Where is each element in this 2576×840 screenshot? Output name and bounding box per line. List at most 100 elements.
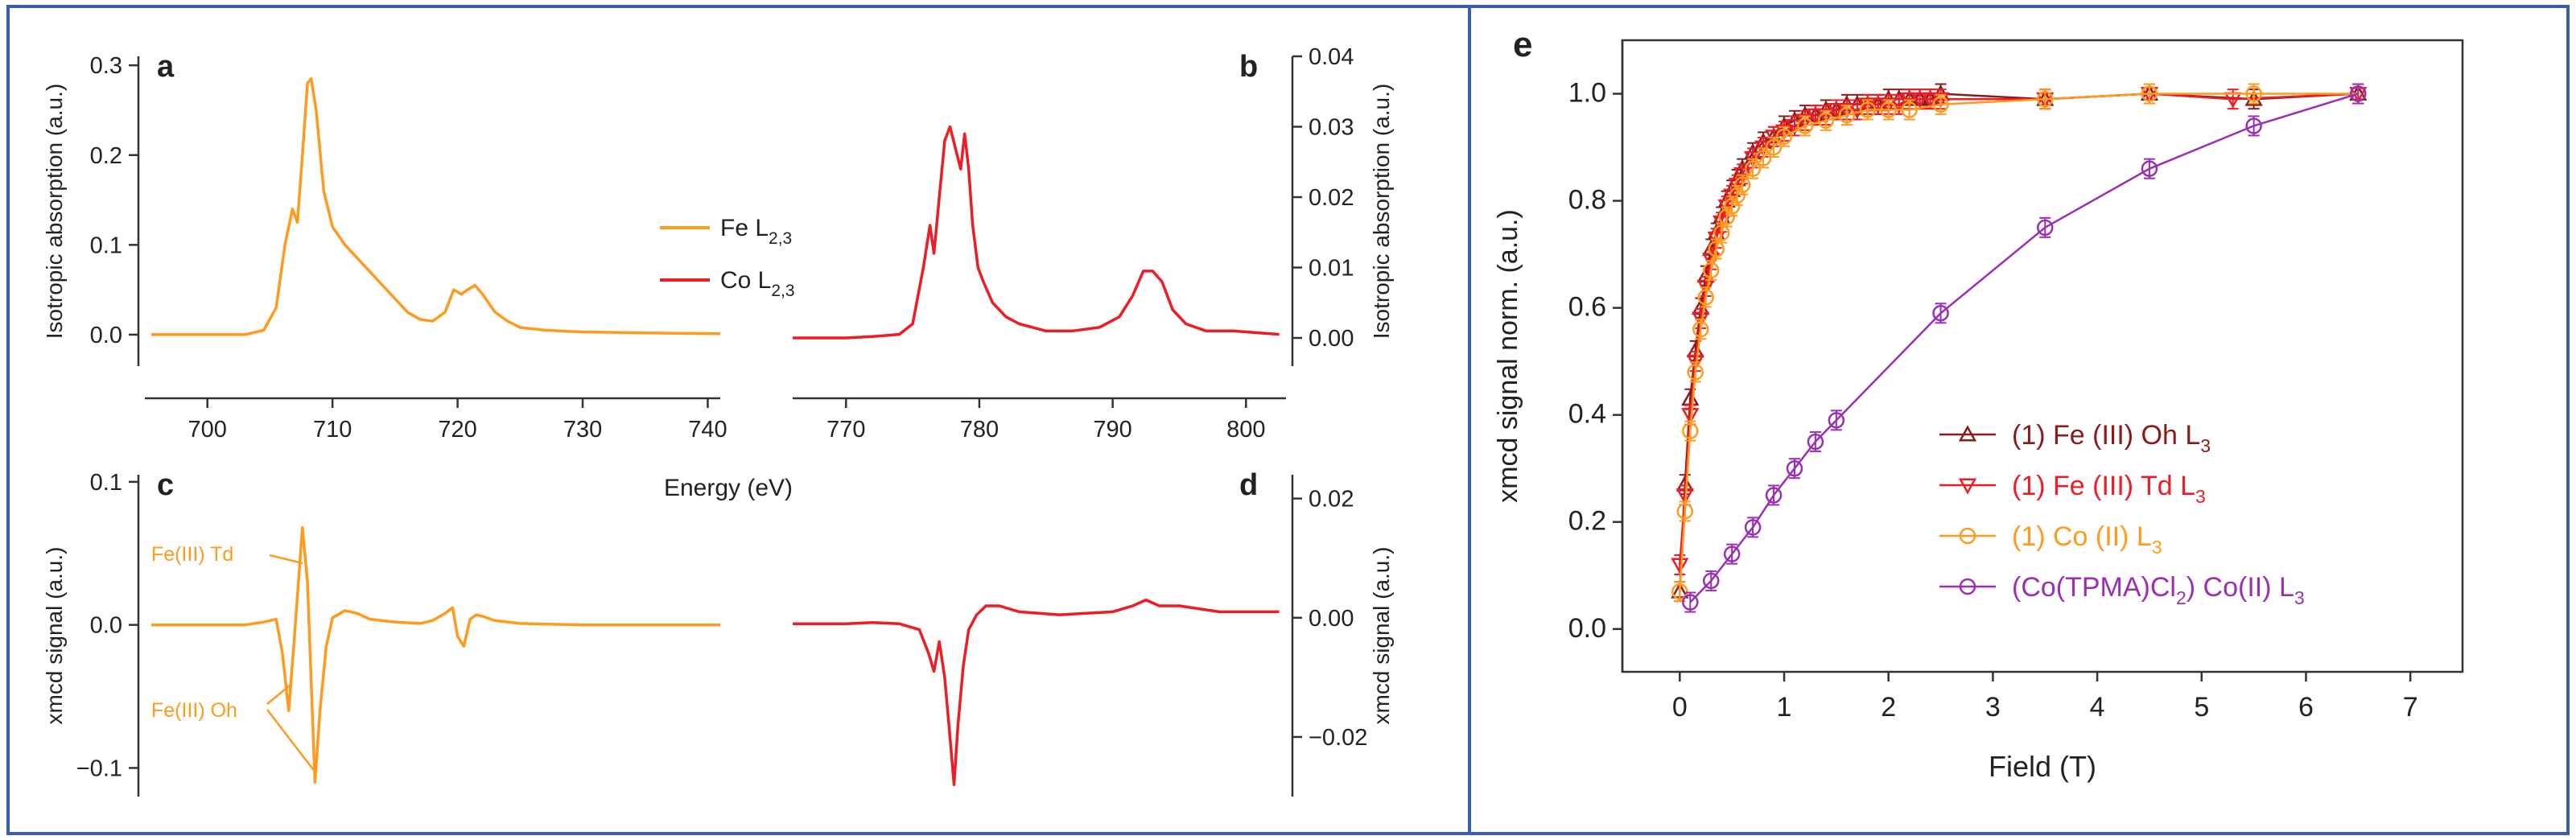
x-tick-label-e-3: 3 — [1985, 692, 2001, 723]
annotations-c: Fe(III) Td Fe(III) Oh — [151, 543, 316, 773]
annotation-fe-oh-pointer-2 — [266, 709, 316, 773]
y-tick-label-e-1: 0.2 — [1568, 506, 1606, 537]
panel-a: a 0.0 0.1 0.2 0.3 Isotropic absorption (a.u.)… — [42, 50, 727, 443]
data-point-2-20 — [1859, 101, 1877, 118]
x-tick-label-b-0: 770 — [826, 417, 865, 443]
legend-e-text-1: (1) Fe (III) Td L3 — [2012, 471, 2206, 507]
legend-e-main: ) Co(II) L — [2187, 572, 2294, 603]
plot-box-e — [1621, 39, 2464, 673]
data-point-2-7 — [1708, 241, 1725, 257]
y-tick-label-c-2: 0.1 — [90, 470, 122, 496]
y-tick-label-d-1: 0.00 — [1309, 606, 1354, 632]
legend-e-marker-0 — [1958, 425, 1977, 442]
data-point-1-2 — [1681, 408, 1700, 425]
y-tick-label-b-4: 0.04 — [1309, 44, 1354, 70]
data-point-2-14 — [1754, 150, 1772, 167]
series-line-a-0 — [150, 77, 721, 336]
legend-e-main: (1) Co (II) L — [2012, 521, 2152, 552]
x-tick-label-e-6: 6 — [2298, 692, 2314, 723]
data-point-1-1 — [1675, 488, 1694, 505]
x-tick-label-b-2: 790 — [1093, 417, 1131, 443]
legend-e-pre: (Co(TPMA)Cl — [2012, 572, 2176, 603]
panel-label-b: b — [1239, 50, 1258, 84]
y-tick-label-b-1: 0.01 — [1309, 256, 1354, 282]
legend-e-marker-1 — [1958, 478, 1977, 495]
y-tick-label-a-0: 0.0 — [90, 323, 122, 348]
legend-co-text: Co L2,3 — [720, 267, 795, 300]
y-tick-label-b-2: 0.02 — [1309, 185, 1354, 211]
legend-e: (1) Fe (III) Oh L3(1) Fe (III) Td L3(1) … — [1939, 420, 2305, 608]
data-point-1-16 — [1774, 124, 1794, 141]
data-point-3-6 — [1807, 433, 1824, 451]
data-point-2-17 — [1796, 117, 1814, 134]
data-point-2-4 — [1692, 320, 1709, 338]
energy-axis-label: Energy (eV) — [664, 475, 793, 501]
data-point-2-22 — [1901, 101, 1918, 118]
data-point-3-9 — [2036, 219, 2054, 237]
y-tick-label-b-0: 0.00 — [1309, 326, 1354, 352]
data-point-3-7 — [1828, 412, 1845, 429]
y-tick-label-e-3: 0.6 — [1568, 292, 1606, 323]
x-tick-label-e-0: 0 — [1672, 692, 1688, 723]
panel-label-e: e — [1513, 25, 1532, 64]
x-tick-label-a-4: 740 — [688, 417, 727, 443]
data-point-3-8 — [1932, 305, 1949, 322]
data-point-2-2 — [1682, 422, 1699, 439]
y-tick-label-e-5: 1.0 — [1568, 78, 1606, 109]
data-point-1-18 — [1795, 113, 1815, 130]
data-point-2-25 — [2141, 85, 2158, 102]
y-tick-label-b-3: 0.03 — [1309, 115, 1354, 141]
x-tick-label-b-1: 780 — [960, 417, 999, 443]
panel-c: c −0.1 0.0 0.1 xmcd signal (a.u.) — [42, 468, 720, 797]
data-point-2-3 — [1687, 364, 1704, 381]
x-tick-label-b-3: 800 — [1226, 417, 1265, 443]
data-point-1-22 — [1837, 103, 1856, 120]
legend-e-main: (1) Fe (III) Td L — [2012, 471, 2195, 501]
legend-e-marker-3 — [1959, 578, 1976, 595]
legend-e-sub: 3 — [2200, 435, 2211, 456]
data-point-3-11 — [2245, 117, 2262, 134]
data-point-2-26 — [2245, 85, 2262, 102]
y-axis-label-e: xmcd signal norm. (a.u.) — [1493, 209, 1523, 503]
legend-e-pre-sub: 2 — [2176, 587, 2187, 608]
y-tick-label-c-1: 0.0 — [90, 613, 122, 639]
data-point-1-0 — [1671, 558, 1689, 574]
data-point-2-15 — [1765, 138, 1783, 156]
data-point-2-8 — [1713, 224, 1730, 241]
y-tick-label-a-3: 0.3 — [90, 53, 122, 79]
panel-label-c: c — [157, 468, 174, 502]
x-tick-label-a-1: 710 — [313, 417, 352, 443]
series-line-e-2 — [1679, 93, 2359, 592]
data-point-3-4 — [1765, 487, 1783, 504]
panel-e: e 0.0 0.2 0.4 0.6 0.8 1.0 xmcd signal norm. (a.… — [1493, 25, 2464, 783]
legend-e-sub: 3 — [2195, 486, 2206, 507]
legend-e-main: (1) Fe (III) Oh L — [2012, 420, 2200, 451]
data-point-2-6 — [1702, 261, 1720, 279]
panel-d: d −0.02 0.00 0.02 xmcd signal (a.u.) — [793, 468, 1394, 797]
annotation-fe-oh: Fe(III) Oh — [151, 699, 237, 722]
data-point-1-29 — [1910, 92, 1929, 109]
y-tick-label-d-0: −0.02 — [1309, 725, 1367, 751]
data-point-3-3 — [1744, 519, 1762, 536]
legend-e-sub: 3 — [2152, 537, 2162, 558]
y-tick-label-a-2: 0.2 — [90, 143, 122, 169]
right-frame — [1468, 5, 2570, 835]
data-point-2-19 — [1838, 106, 1856, 124]
data-point-2-23 — [1932, 96, 1949, 113]
legend-e-text-3: (Co(TPMA)Cl2) Co(II) L3 — [2012, 572, 2305, 608]
data-point-1-31 — [1931, 92, 1950, 109]
x-tick-label-e-4: 4 — [2090, 692, 2105, 723]
data-point-3-1 — [1702, 572, 1720, 590]
data-point-2-21 — [1880, 101, 1897, 118]
data-point-3-12 — [2350, 85, 2367, 102]
x-tick-label-a-3: 730 — [563, 417, 602, 443]
x-tick-label-e-2: 2 — [1881, 692, 1896, 723]
panel-label-a: a — [157, 50, 175, 84]
series-line-d-0 — [793, 598, 1280, 786]
data-point-2-12 — [1733, 176, 1751, 193]
series-line-e-0 — [1679, 93, 2359, 592]
panel-label-d: d — [1239, 468, 1258, 502]
annotation-fe-td-pointer — [269, 554, 303, 565]
legend-e-marker-2 — [1959, 527, 1976, 545]
